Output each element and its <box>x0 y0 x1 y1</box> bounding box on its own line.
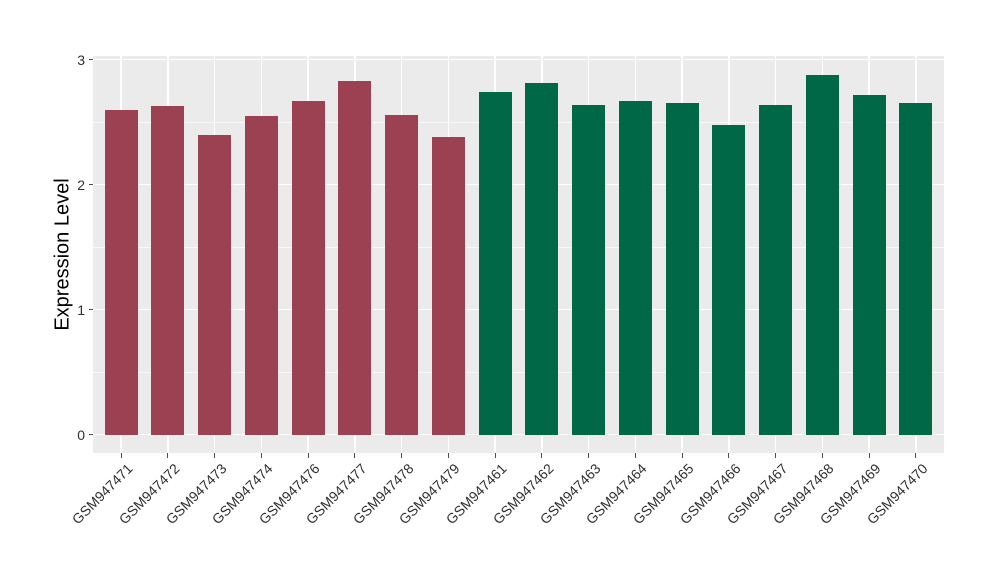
y-tick-mark <box>88 309 93 310</box>
x-tick-mark <box>401 453 403 458</box>
bar-GSM947479 <box>431 137 465 435</box>
x-tick-mark <box>588 453 590 458</box>
x-tick-mark <box>354 453 356 458</box>
y-tick-label: 0 <box>77 426 85 443</box>
horizontal-minor-gridline <box>93 246 944 248</box>
x-tick-mark <box>915 453 917 458</box>
x-tick-mark <box>307 453 309 458</box>
x-tick-mark <box>167 453 169 458</box>
x-tick-mark <box>120 453 122 458</box>
bar-GSM947478 <box>385 114 419 435</box>
x-tick-mark <box>728 453 730 458</box>
x-tick-label-GSM947470: GSM947470 <box>864 460 999 527</box>
x-tick-mark <box>260 453 262 458</box>
bar-GSM947463 <box>572 104 606 435</box>
bar-GSM947471 <box>104 109 138 435</box>
y-tick-label: 2 <box>77 176 85 193</box>
y-tick-mark <box>88 184 93 185</box>
bar-GSM947464 <box>618 100 652 435</box>
horizontal-minor-gridline <box>93 121 944 123</box>
bar-GSM947461 <box>478 92 512 435</box>
bar-GSM947477 <box>338 80 372 435</box>
x-tick-mark <box>681 453 683 458</box>
bar-GSM947468 <box>805 74 839 435</box>
bar-GSM947465 <box>665 103 699 435</box>
bar-GSM947470 <box>899 103 933 435</box>
y-axis-title: Expression Level <box>51 178 74 331</box>
bar-GSM947469 <box>852 94 886 435</box>
y-tick-label: 1 <box>77 301 85 318</box>
x-tick-mark <box>821 453 823 458</box>
y-tick-label: 3 <box>77 51 85 68</box>
x-tick-mark <box>447 453 449 458</box>
x-tick-mark <box>494 453 496 458</box>
horizontal-major-gridline <box>93 183 944 186</box>
x-tick-mark <box>214 453 216 458</box>
horizontal-major-gridline <box>93 308 944 311</box>
bar-GSM947466 <box>712 124 746 435</box>
x-tick-mark <box>775 453 777 458</box>
x-tick-mark <box>868 453 870 458</box>
bar-GSM947474 <box>244 115 278 435</box>
y-axis-title-area: Expression Level <box>52 56 74 454</box>
y-tick-mark <box>88 434 93 435</box>
x-tick-mark <box>541 453 543 458</box>
horizontal-major-gridline <box>93 58 944 61</box>
bar-GSM947476 <box>291 100 325 435</box>
bar-GSM947462 <box>525 83 559 435</box>
bar-GSM947467 <box>759 104 793 435</box>
bar-GSM947472 <box>151 105 185 435</box>
x-tick-mark <box>634 453 636 458</box>
horizontal-major-gridline <box>93 433 944 436</box>
horizontal-minor-gridline <box>93 371 944 373</box>
bar-GSM947473 <box>198 134 232 435</box>
y-tick-mark <box>88 59 93 60</box>
